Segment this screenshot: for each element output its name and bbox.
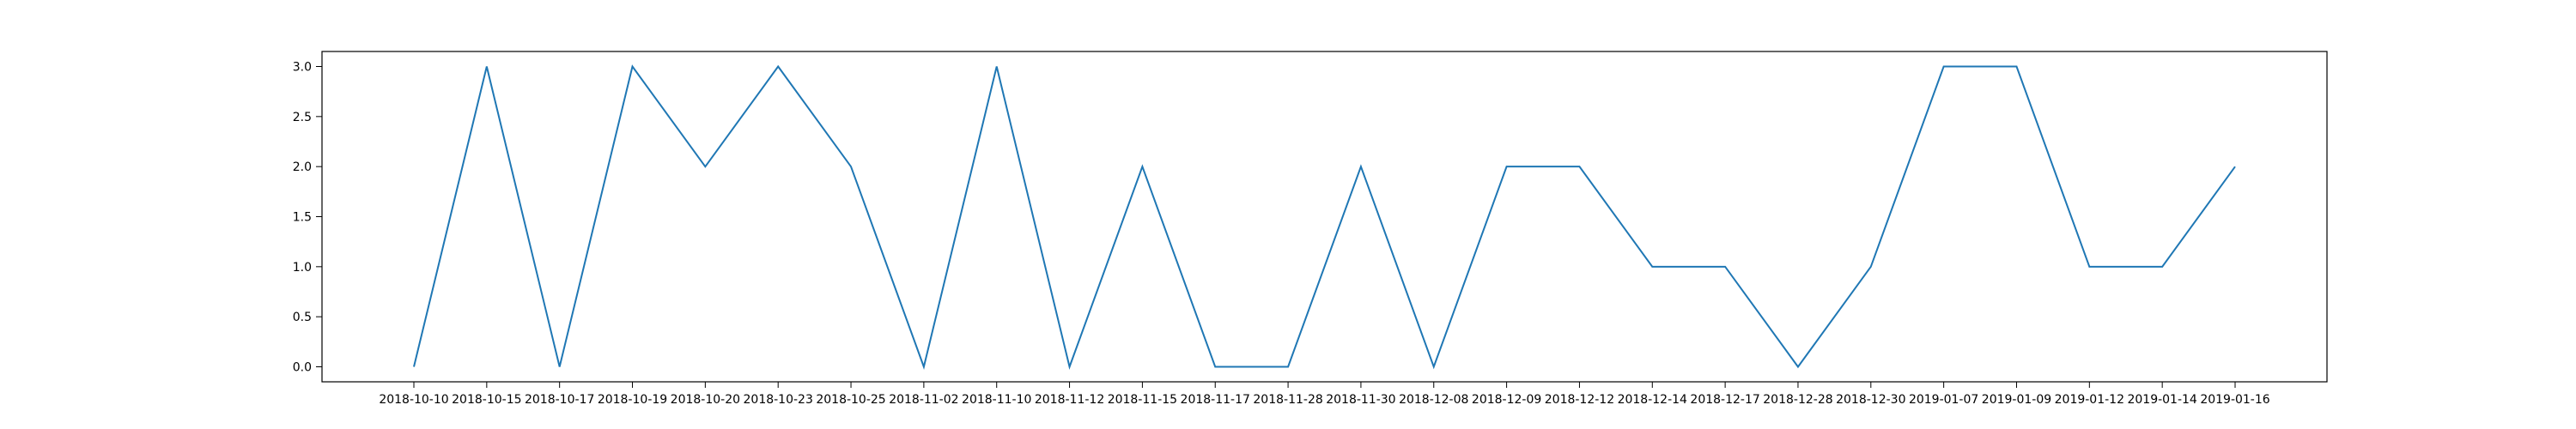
y-tick-label: 3.0 — [293, 61, 312, 75]
x-tick-label: 2018-11-02 — [889, 393, 958, 407]
series-line — [413, 64, 2236, 370]
plot-area-frame — [321, 51, 2328, 383]
x-tick-label: 2018-11-28 — [1253, 393, 1322, 407]
x-tick-label: 2019-01-07 — [1909, 393, 1978, 407]
x-tick-label: 2018-11-15 — [1108, 393, 1177, 407]
x-tick-label: 2018-12-14 — [1618, 393, 1687, 407]
x-tick-label: 2018-10-25 — [816, 393, 885, 407]
y-axis-ticks: 0.0 0.5 1.0 1.5 2.0 2.5 3.0 — [293, 61, 322, 375]
x-tick-label: 2018-12-30 — [1836, 393, 1905, 407]
y-tick-label: 2.5 — [293, 111, 312, 124]
x-tick-label: 2019-01-09 — [1982, 393, 2051, 407]
y-tick-label: 2.0 — [293, 160, 312, 174]
x-tick-label: 2018-10-20 — [671, 393, 740, 407]
x-tick-label: 2018-11-10 — [962, 393, 1031, 407]
y-tick-label: 1.5 — [293, 211, 312, 225]
x-tick-label: 2018-10-10 — [379, 393, 448, 407]
y-tick-label: 1.0 — [293, 261, 312, 275]
x-tick-label: 2018-10-15 — [452, 393, 521, 407]
x-tick-label: 2018-12-17 — [1690, 393, 1759, 407]
x-tick-label: 2018-11-17 — [1181, 393, 1250, 407]
x-tick-label: 2019-01-12 — [2055, 393, 2124, 407]
x-tick-label: 2019-01-14 — [2127, 393, 2196, 407]
y-tick-label: 0.5 — [293, 311, 312, 324]
x-tick-label: 2018-12-28 — [1763, 393, 1832, 407]
x-tick-label: 2018-10-17 — [525, 393, 594, 407]
x-tick-label: 2018-12-08 — [1399, 393, 1468, 407]
x-tick-label: 2018-11-12 — [1035, 393, 1104, 407]
x-tick-label: 2019-01-16 — [2200, 393, 2269, 407]
x-tick-label: 2018-12-09 — [1472, 393, 1541, 407]
x-tick-label: 2018-12-12 — [1545, 393, 1614, 407]
y-tick-label: 0.0 — [293, 361, 312, 375]
x-axis-ticks: 2018-10-10 2018-10-15 2018-10-17 2018-10-19… — [379, 382, 2270, 407]
x-tick-label: 2018-10-19 — [598, 393, 667, 407]
x-tick-label: 2018-10-23 — [744, 393, 813, 407]
x-tick-label: 2018-11-30 — [1326, 393, 1395, 407]
